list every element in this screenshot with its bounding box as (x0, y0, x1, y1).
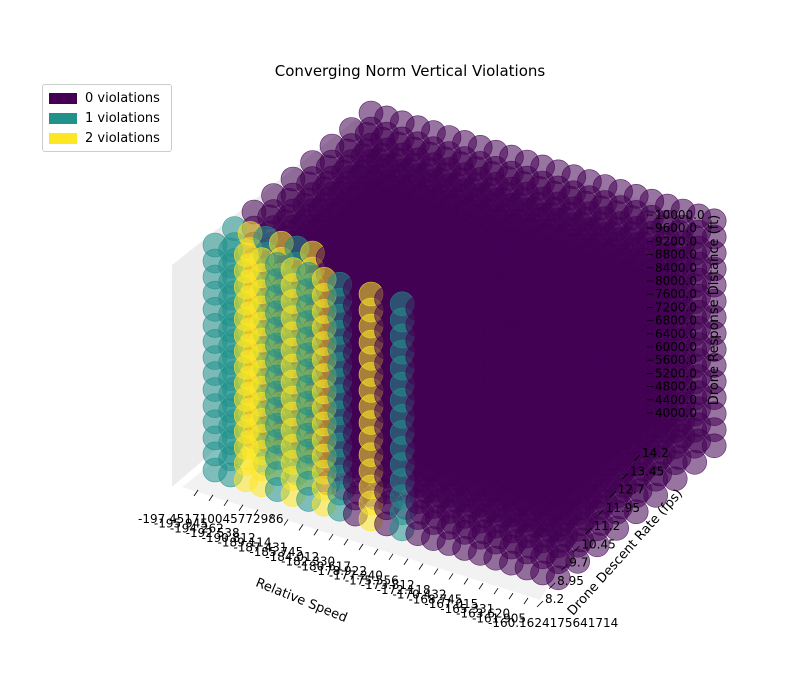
legend-label-1: 1 violations (85, 110, 160, 126)
z-tick-label: 4800.0 (655, 380, 697, 394)
z-tick-label: 5600.0 (655, 353, 697, 367)
z-tick-label: 5200.0 (655, 366, 697, 380)
x-tick-mark (508, 592, 514, 600)
legend: 0 violations 1 violations 2 violations (42, 84, 172, 152)
y-tick-label: 10.45 (581, 537, 615, 551)
data-points (202, 100, 727, 591)
point-column (623, 274, 649, 525)
z-tick-label: 8400.0 (655, 261, 697, 275)
x-tick-mark (283, 519, 289, 526)
legend-item-2: 2 violations (49, 128, 165, 148)
x-tick-mark (418, 563, 424, 570)
x-tick-mark (478, 583, 484, 590)
z-axis-label: Drone Response Distance (ft) (707, 215, 722, 406)
x-tick-mark (328, 533, 334, 541)
legend-swatch-2 (49, 132, 77, 144)
z-tick-label: 7600.0 (655, 287, 697, 301)
z-tick-label: 10000.0 (655, 208, 705, 222)
x-tick-mark (373, 548, 379, 556)
y-tick-label: 11.95 (606, 501, 640, 515)
z-tick-label: 6000.0 (655, 340, 697, 354)
legend-swatch-1 (49, 112, 77, 124)
point-column (682, 225, 708, 475)
z-tick-label: 9200.0 (655, 234, 697, 248)
y-tick-label: 8.2 (545, 592, 564, 606)
z-tick-label: 7200.0 (655, 300, 697, 314)
y-tick-label: 11.2 (594, 519, 621, 533)
point-column (643, 257, 669, 508)
x-tick-mark (523, 597, 529, 605)
legend-swatch-0 (49, 92, 77, 104)
legend-label-2: 2 violations (85, 130, 160, 146)
x-axis-label: Relative Speed (253, 576, 349, 626)
chart-title: Converging Norm Vertical Violations (275, 62, 546, 80)
x-tick-mark (388, 553, 394, 561)
z-tick-label: 8800.0 (655, 248, 697, 262)
z-tick-label: 8000.0 (655, 274, 697, 288)
x-tick-mark (343, 538, 349, 546)
legend-label-0: 0 violations (85, 90, 160, 106)
y-tick-label: 8.95 (557, 574, 584, 588)
x-tick-mark (403, 558, 409, 565)
x-tick-mark (298, 524, 304, 531)
y-tick-mark (536, 600, 544, 608)
y-tick-label: 13.45 (630, 464, 664, 478)
point-column (545, 340, 571, 591)
point-column (662, 241, 688, 492)
x-tick-mark (313, 529, 319, 536)
x-tick-mark (493, 587, 499, 595)
x-tick-label: -160.1624175641714 (488, 616, 618, 630)
legend-item-0: 0 violations (49, 88, 165, 108)
z-tick-label: 6800.0 (655, 314, 697, 328)
z-tick-label: 6400.0 (655, 327, 697, 341)
x-tick-mark (433, 568, 439, 575)
y-tick-label: 14.2 (642, 446, 669, 460)
x-tick-mark (238, 504, 244, 511)
x-tick-mark (448, 573, 454, 580)
z-tick-label: 4000.0 (655, 406, 697, 420)
y-tick-label: 9.7 (569, 556, 588, 570)
legend-item-1: 1 violations (49, 108, 165, 128)
z-tick-label: 4400.0 (655, 393, 697, 407)
z-tick-label: 9600.0 (655, 221, 697, 235)
y-tick-label: 12.7 (618, 483, 645, 497)
x-tick-mark (463, 578, 469, 585)
x-tick-mark (358, 543, 364, 551)
point-column (701, 208, 727, 459)
